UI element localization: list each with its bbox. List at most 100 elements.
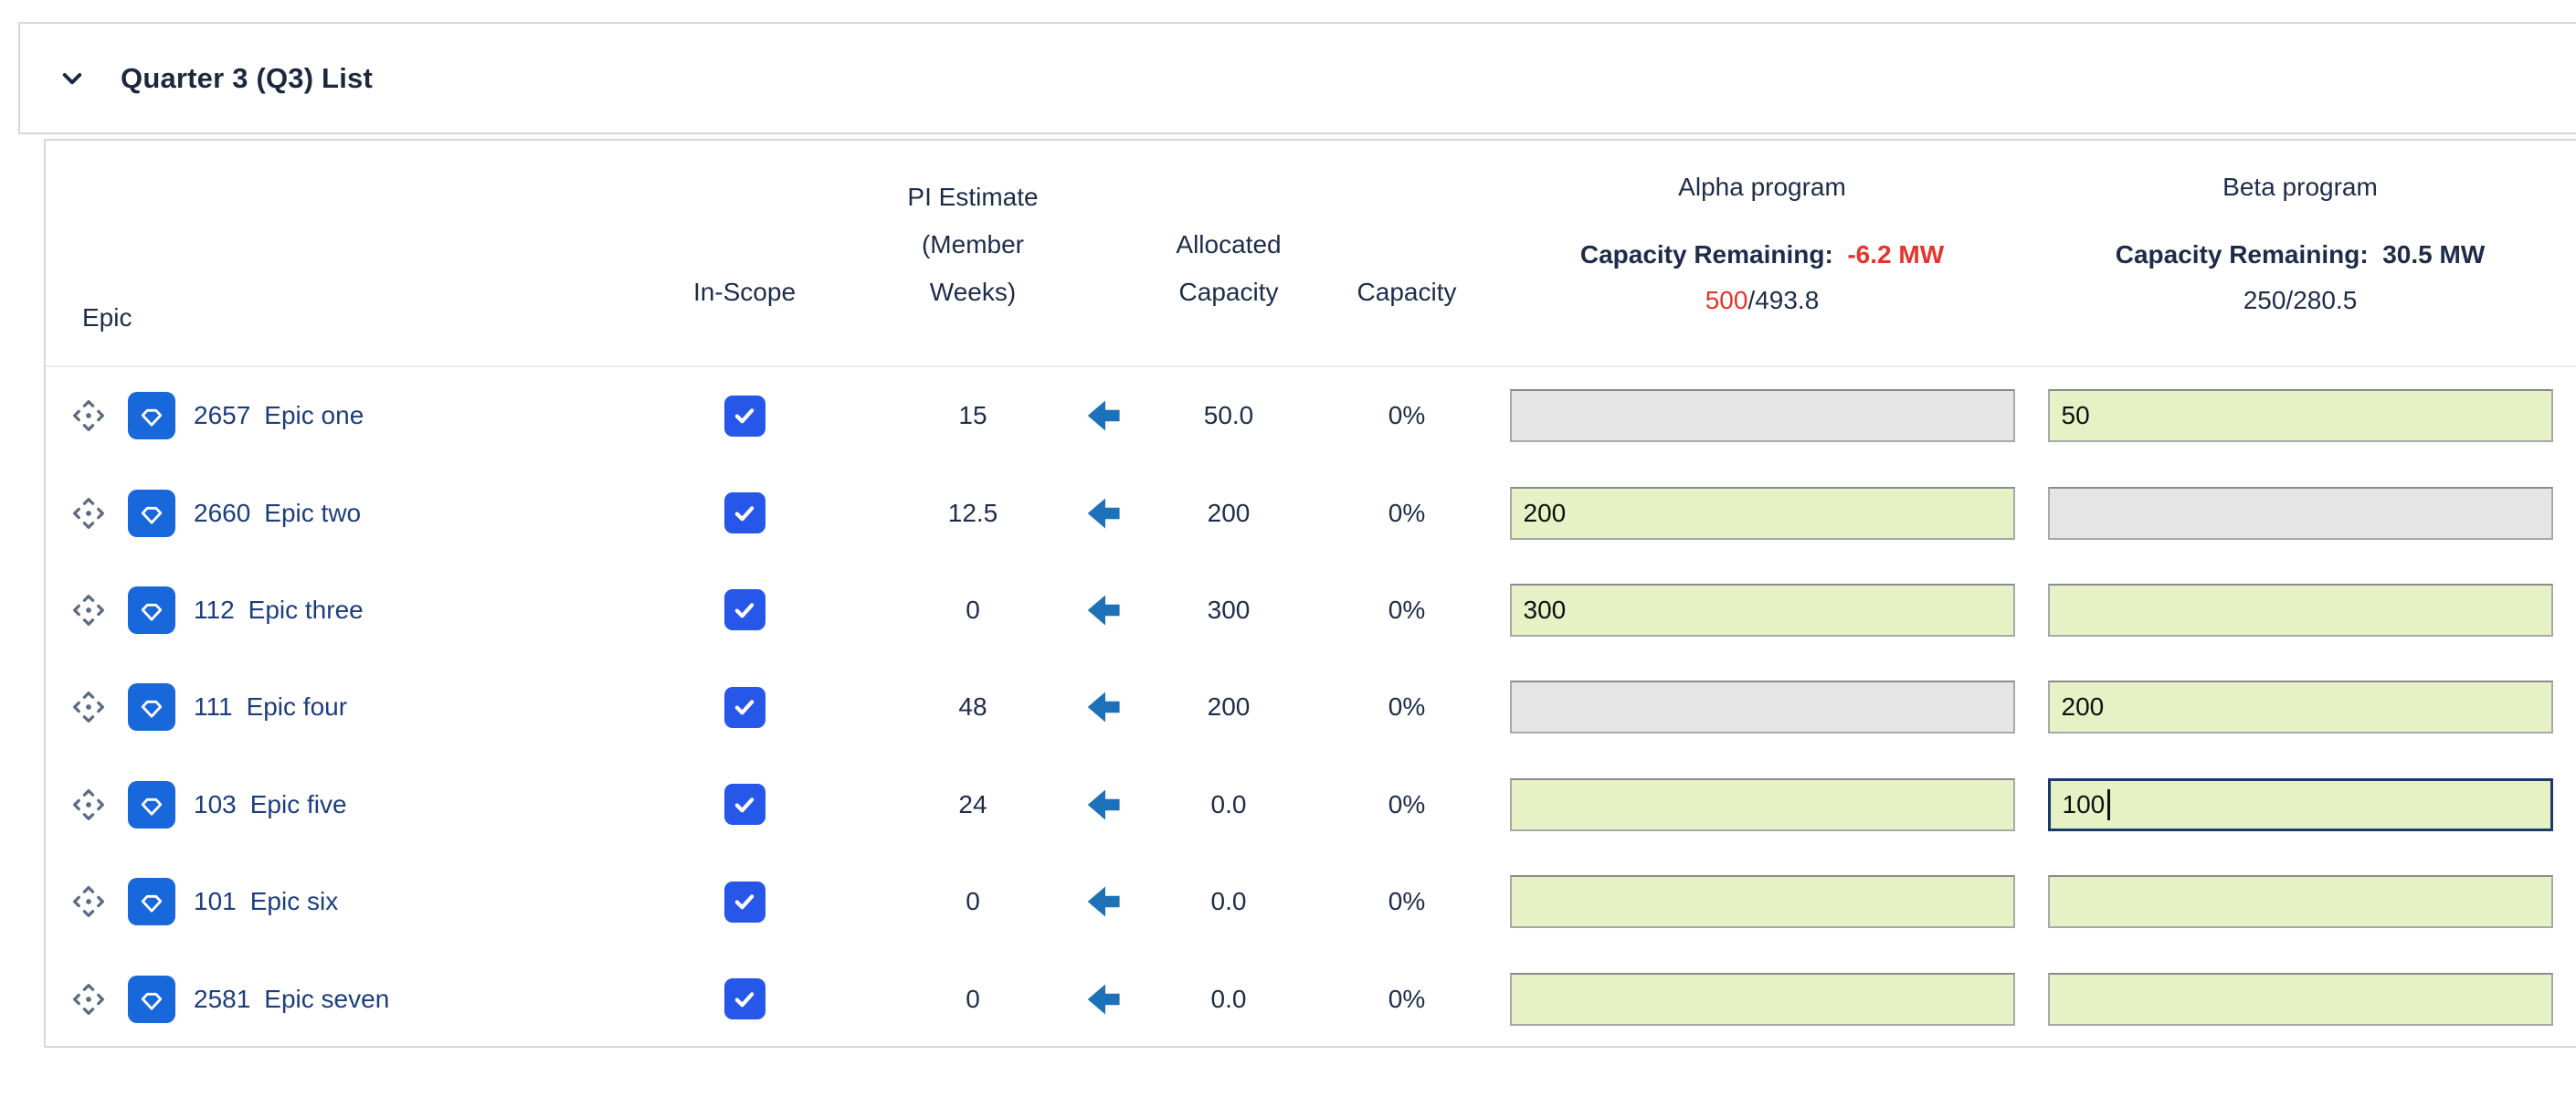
table-row: 101 Epic six 0 0.0 0% <box>46 853 2576 950</box>
epic-link[interactable]: 103 Epic five <box>194 790 347 819</box>
arrow-left-icon[interactable] <box>1085 690 1125 724</box>
in-scope-checkbox[interactable] <box>723 686 765 728</box>
column-header-capacity: Capacity <box>1357 278 1457 306</box>
program-capacity-remaining: Capacity Remaining: 30.5 MW <box>2115 240 2486 269</box>
table-row: 111 Epic four 48 200 0% <box>46 659 2576 755</box>
epic-link[interactable]: 2657 Epic one <box>194 401 364 430</box>
epic-type-icon <box>128 392 175 440</box>
epic-link[interactable]: 101 Epic six <box>194 887 338 916</box>
capacity-total: /493.8 <box>1747 286 1820 314</box>
arrow-left-icon[interactable] <box>1085 787 1125 822</box>
in-scope-checkbox[interactable] <box>723 978 765 1020</box>
drag-handle-icon[interactable] <box>68 978 110 1020</box>
pi-estimate-value: 15 <box>958 401 987 430</box>
beta-capacity-input[interactable] <box>2047 389 2553 443</box>
drag-handle-icon[interactable] <box>68 589 110 631</box>
in-scope-checkbox[interactable] <box>723 784 765 826</box>
drag-handle-icon[interactable] <box>68 881 110 923</box>
epic-link[interactable]: 2660 Epic two <box>194 499 361 528</box>
arrow-left-icon[interactable] <box>1085 982 1125 1017</box>
beta-capacity-input[interactable] <box>2047 583 2553 637</box>
allocated-capacity-value: 200 <box>1207 692 1251 722</box>
program-usage-ratio: 250/280.5 <box>2243 278 2358 323</box>
program-capacity-remaining: Capacity Remaining: -6.2 MW <box>1579 240 1945 269</box>
pi-estimate-value: 24 <box>958 789 987 818</box>
epics-table: Epic In-Scope PI Estimate (Member Weeks)… <box>44 139 2576 1048</box>
beta-capacity-input[interactable] <box>2047 681 2553 734</box>
drag-handle-icon[interactable] <box>68 784 110 826</box>
beta-capacity-input[interactable] <box>2047 875 2553 929</box>
arrow-left-icon[interactable] <box>1085 593 1125 628</box>
alpha-capacity-input[interactable] <box>1509 875 2015 929</box>
alpha-capacity-input[interactable] <box>1509 972 2015 1026</box>
capacity-used: 250 <box>2243 286 2286 314</box>
capacity-remaining-value: -6.2 MW <box>1847 240 1945 269</box>
allocated-capacity-value: 300 <box>1207 595 1251 624</box>
drag-handle-icon[interactable] <box>68 395 110 437</box>
epic-name: Epic five <box>249 789 347 818</box>
pi-estimate-value: 0 <box>966 887 980 916</box>
table-row: 2657 Epic one 15 50.0 0% <box>46 367 2576 464</box>
in-scope-checkbox[interactable] <box>723 492 765 534</box>
alpha-capacity-input[interactable] <box>1509 681 2015 734</box>
alpha-capacity-input[interactable] <box>1509 777 2015 831</box>
beta-capacity-input[interactable] <box>2047 972 2553 1026</box>
in-scope-checkbox[interactable] <box>723 881 765 923</box>
epic-id: 112 <box>194 595 235 624</box>
epic-id: 101 <box>194 887 237 916</box>
capacity-percent-value: 0% <box>1388 498 1426 527</box>
capacity-percent-value: 0% <box>1388 692 1426 722</box>
allocated-capacity-value: 0.0 <box>1210 887 1247 916</box>
epic-id: 111 <box>194 692 233 722</box>
epic-type-icon <box>128 975 175 1023</box>
quarter-panel-header: Quarter 3 (Q3) List <box>18 22 2576 134</box>
beta-capacity-input[interactable] <box>2047 486 2553 540</box>
epic-name: Epic six <box>249 887 339 916</box>
epic-link[interactable]: 111 Epic four <box>194 692 347 722</box>
allocated-capacity-value: 50.0 <box>1203 401 1254 430</box>
chevron-down-icon[interactable] <box>57 63 88 94</box>
alpha-capacity-input[interactable] <box>1509 486 2015 540</box>
in-scope-checkbox[interactable] <box>723 395 765 437</box>
pi-estimate-value: 12.5 <box>947 498 998 527</box>
capacity-used: 500 <box>1705 286 1748 314</box>
table-header: Epic In-Scope PI Estimate (Member Weeks)… <box>46 141 2576 367</box>
epic-id: 2660 <box>194 498 251 527</box>
drag-handle-icon[interactable] <box>68 492 110 534</box>
column-header-in-scope: In-Scope <box>692 278 797 306</box>
allocated-capacity-value: 200 <box>1207 498 1251 527</box>
epic-type-icon <box>128 489 175 537</box>
arrow-left-icon[interactable] <box>1085 496 1125 531</box>
allocated-capacity-value: 0.0 <box>1210 789 1247 818</box>
epic-type-icon <box>128 586 175 634</box>
in-scope-checkbox[interactable] <box>723 589 765 631</box>
pi-estimate-value: 48 <box>958 692 987 722</box>
beta-capacity-input[interactable] <box>2047 777 2553 831</box>
epic-link[interactable]: 112 Epic three <box>194 596 364 625</box>
arrow-left-icon[interactable] <box>1085 398 1125 433</box>
capacity-percent-value: 0% <box>1388 789 1426 818</box>
alpha-capacity-input[interactable] <box>1509 389 2015 443</box>
epic-name: Epic four <box>246 692 348 722</box>
capacity-total: /280.5 <box>2286 286 2358 314</box>
epic-id: 103 <box>194 789 237 818</box>
pi-estimate-value: 0 <box>966 984 980 1013</box>
alpha-capacity-input[interactable] <box>1509 583 2015 637</box>
program-name: Alpha program <box>1678 173 1846 201</box>
column-header-epic: Epic <box>82 303 132 332</box>
table-row: 112 Epic three 0 300 0% <box>46 562 2576 659</box>
drag-handle-icon[interactable] <box>68 686 110 728</box>
table-row: 2581 Epic seven 0 0.0 0% <box>46 950 2576 1047</box>
column-header-allocated-capacity: Allocated Capacity <box>1176 230 1282 306</box>
table-row: 103 Epic five 24 0.0 0% <box>46 756 2576 853</box>
program-name: Beta program <box>2222 173 2378 201</box>
capacity-remaining-value: 30.5 MW <box>2382 240 2486 269</box>
program-usage-ratio: 500/493.8 <box>1705 278 1820 323</box>
epic-name: Epic seven <box>264 984 390 1013</box>
epic-id: 2657 <box>194 401 251 430</box>
allocated-capacity-value: 0.0 <box>1210 984 1247 1013</box>
epic-link[interactable]: 2581 Epic seven <box>194 985 389 1014</box>
capacity-percent-value: 0% <box>1388 595 1426 624</box>
arrow-left-icon[interactable] <box>1085 884 1125 919</box>
